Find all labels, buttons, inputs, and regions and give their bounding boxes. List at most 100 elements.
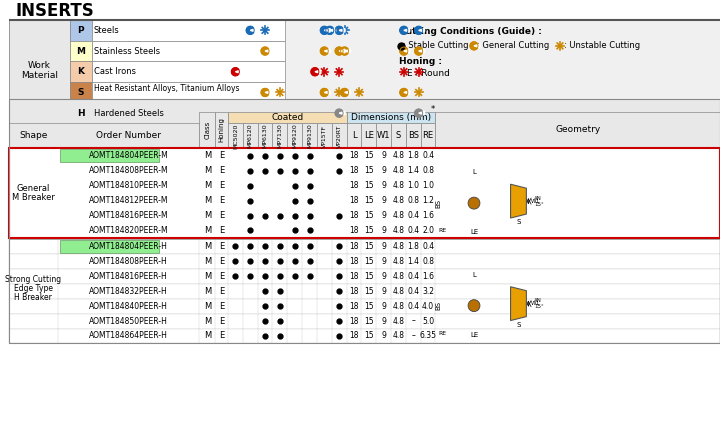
Text: 1.4: 1.4 — [408, 166, 419, 175]
Text: MP6120: MP6120 — [248, 124, 253, 148]
Ellipse shape — [468, 300, 480, 312]
Text: LE: LE — [364, 131, 374, 141]
Text: 0.8: 0.8 — [422, 166, 434, 175]
Text: S: S — [516, 219, 521, 225]
Text: E: E — [219, 332, 224, 340]
Text: K: K — [77, 67, 84, 76]
Text: 9: 9 — [381, 242, 386, 251]
Text: 4.8: 4.8 — [392, 272, 405, 281]
Text: 0.4: 0.4 — [422, 242, 434, 251]
Text: 6.35: 6.35 — [420, 332, 436, 340]
Polygon shape — [345, 91, 351, 94]
Bar — [446, 178, 503, 228]
Text: 4.8: 4.8 — [392, 316, 405, 326]
Text: 3.2: 3.2 — [422, 287, 434, 296]
Text: 9: 9 — [381, 181, 386, 190]
Text: M: M — [204, 196, 211, 205]
Text: 0.4: 0.4 — [408, 301, 419, 311]
Bar — [9, 284, 720, 299]
Text: AOMT184832PEER-H: AOMT184832PEER-H — [89, 287, 168, 296]
Text: 4.8: 4.8 — [392, 166, 405, 175]
Text: MP7130: MP7130 — [277, 124, 282, 149]
Polygon shape — [474, 44, 480, 48]
Polygon shape — [419, 49, 425, 53]
Polygon shape — [341, 88, 348, 96]
Text: 18: 18 — [349, 166, 359, 175]
Bar — [91, 20, 285, 41]
Bar — [9, 239, 720, 254]
Text: 18: 18 — [349, 242, 359, 251]
Text: L: L — [472, 169, 476, 175]
Bar — [361, 123, 376, 149]
Text: 15: 15 — [364, 151, 374, 160]
Bar — [243, 123, 258, 149]
Bar — [287, 123, 302, 149]
Polygon shape — [251, 29, 256, 32]
Bar — [9, 149, 720, 163]
Text: 18: 18 — [349, 211, 359, 220]
Bar — [70, 20, 91, 41]
Text: LE: LE — [470, 229, 478, 235]
Text: AOMT184804PEER-M: AOMT184804PEER-M — [89, 151, 168, 160]
Bar — [12, 293, 53, 328]
Bar — [446, 281, 503, 331]
Polygon shape — [326, 27, 333, 34]
Bar — [9, 178, 720, 193]
Text: Honing: Honing — [219, 118, 225, 142]
Polygon shape — [510, 287, 526, 320]
Polygon shape — [336, 27, 343, 34]
Text: 0.8: 0.8 — [408, 196, 419, 205]
Text: E: E — [219, 151, 224, 160]
Text: 15: 15 — [364, 242, 374, 251]
Text: M: M — [204, 226, 211, 235]
Text: 1.0: 1.0 — [422, 181, 434, 190]
Text: M: M — [204, 272, 211, 281]
Text: AOMT184808PEER-H: AOMT184808PEER-H — [89, 257, 168, 266]
Bar — [70, 82, 91, 103]
Text: 1.8: 1.8 — [408, 151, 419, 160]
Bar — [406, 123, 420, 149]
Text: 9: 9 — [381, 151, 386, 160]
Text: 1.6: 1.6 — [422, 211, 434, 220]
Text: 15: 15 — [364, 226, 374, 235]
Bar — [9, 149, 720, 238]
Polygon shape — [330, 29, 336, 32]
Text: LE: LE — [470, 332, 478, 338]
Text: Heat Resistant Alloys, Titanium Alloys: Heat Resistant Alloys, Titanium Alloys — [94, 84, 239, 93]
Text: AOMT184816PEER-H: AOMT184816PEER-H — [89, 272, 168, 281]
Text: 4.8: 4.8 — [392, 181, 405, 190]
Bar — [228, 111, 346, 123]
Polygon shape — [320, 27, 328, 34]
Bar — [332, 123, 346, 149]
Text: 18: 18 — [349, 181, 359, 190]
Bar — [9, 254, 720, 269]
Bar — [70, 103, 91, 123]
Text: M: M — [204, 151, 211, 160]
Text: General: General — [17, 184, 50, 193]
Text: E: E — [219, 316, 224, 326]
Text: AOMT184804PEER-H: AOMT184804PEER-H — [89, 242, 168, 251]
Text: S: S — [516, 321, 521, 328]
Bar — [302, 123, 317, 149]
Text: Coated: Coated — [271, 113, 303, 122]
Text: 0.4: 0.4 — [408, 211, 419, 220]
Text: Order Number: Order Number — [96, 131, 161, 141]
Text: M Breaker: M Breaker — [12, 193, 55, 202]
Text: 9: 9 — [381, 211, 386, 220]
Text: Geometry: Geometry — [555, 126, 600, 134]
Polygon shape — [324, 91, 330, 94]
Text: 1.6: 1.6 — [422, 272, 434, 281]
Polygon shape — [400, 47, 408, 55]
Text: Cutting Conditions (Guide) :: Cutting Conditions (Guide) : — [399, 27, 541, 36]
Text: Cast Irons: Cast Irons — [94, 67, 135, 76]
Text: 18: 18 — [349, 151, 359, 160]
Text: E: E — [219, 287, 224, 296]
Ellipse shape — [468, 197, 480, 209]
Polygon shape — [419, 111, 425, 115]
Bar — [9, 193, 720, 208]
Text: 9: 9 — [381, 257, 386, 266]
Text: BS: BS — [408, 131, 419, 141]
Text: MP9120: MP9120 — [292, 124, 297, 149]
Text: 18: 18 — [349, 196, 359, 205]
Polygon shape — [339, 111, 345, 115]
